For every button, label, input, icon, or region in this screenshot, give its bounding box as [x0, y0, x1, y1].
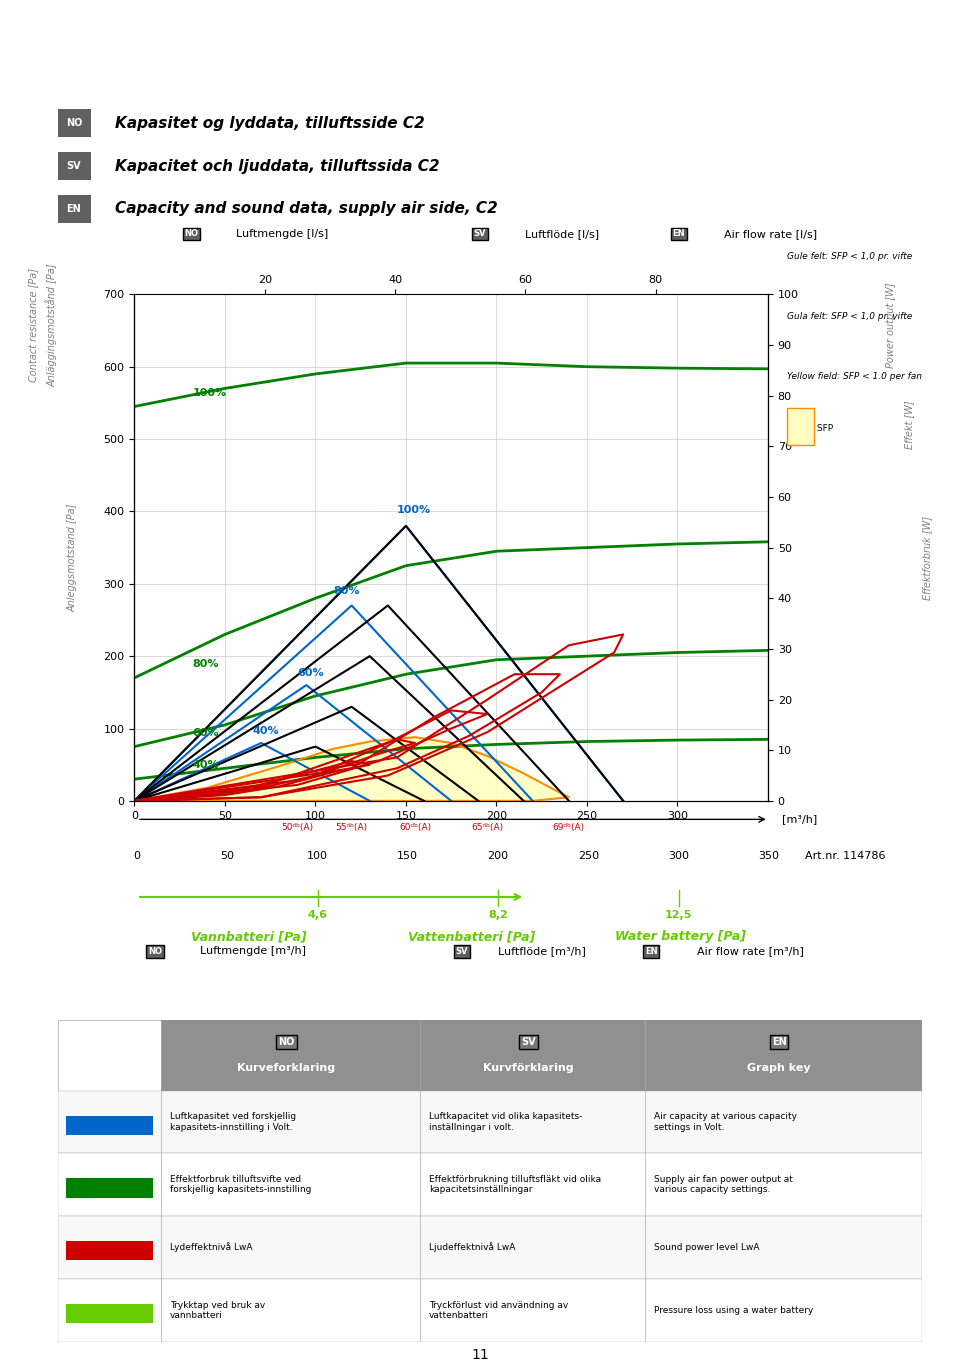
Text: ⊞ FLEXIT: ⊞ FLEXIT	[833, 30, 931, 49]
Text: Effektforbruk tilluftsvifte ved
forskjellig kapasitets-innstilling: Effektforbruk tilluftsvifte ved forskjel…	[170, 1175, 311, 1195]
Text: Air flow rate [m³/h]: Air flow rate [m³/h]	[697, 946, 804, 957]
Bar	[787, 408, 814, 445]
Text: 8,2: 8,2	[489, 910, 508, 920]
Text: 11: 11	[471, 1348, 489, 1362]
Text: SV: SV	[456, 947, 468, 956]
Text: SFP: SFP	[814, 424, 833, 433]
Text: Vannbatteri [Pa]: Vannbatteri [Pa]	[191, 931, 307, 943]
Text: Pressure loss using a water battery: Pressure loss using a water battery	[654, 1306, 813, 1314]
Text: Kapasitet og lyddata, tilluftsside C2: Kapasitet og lyddata, tilluftsside C2	[115, 115, 425, 130]
Text: 40%: 40%	[252, 726, 278, 735]
Text: Water battery [Pa]: Water battery [Pa]	[615, 931, 746, 943]
Text: Effekt [W]: Effekt [W]	[903, 401, 914, 449]
Text: Contact resistance [Pa]: Contact resistance [Pa]	[28, 268, 38, 382]
Text: Anleggsmotstand [Pa]: Anleggsmotstand [Pa]	[67, 504, 77, 612]
Text: Power output [W]: Power output [W]	[885, 283, 896, 368]
Text: 60%: 60%	[192, 728, 219, 738]
Text: Gule felt: SFP < 1,0 pr. vifte: Gule felt: SFP < 1,0 pr. vifte	[787, 252, 912, 261]
Text: Anläggingsmotstånd [Pa]: Anläggingsmotstånd [Pa]	[45, 264, 58, 387]
Bar	[161, 1020, 922, 1091]
Text: Gula felt: SFP < 1,0 pr. vifte: Gula felt: SFP < 1,0 pr. vifte	[787, 312, 912, 322]
Text: 65ᵈᵇ(A): 65ᵈᵇ(A)	[471, 823, 503, 831]
Text: Air flow rate [l/s]: Air flow rate [l/s]	[724, 229, 817, 238]
Bar	[58, 1091, 922, 1154]
Text: Luftmengde [l/s]: Luftmengde [l/s]	[236, 229, 328, 238]
Text: 50: 50	[221, 852, 234, 861]
Text: Luftflöde [m³/h]: Luftflöde [m³/h]	[498, 946, 586, 957]
Text: 60ᵈᵇ(A): 60ᵈᵇ(A)	[399, 823, 431, 831]
Text: 80%: 80%	[192, 658, 219, 669]
Text: 4,6: 4,6	[307, 910, 327, 920]
Text: Luftkapacitet vid olika kapasitets-
inställningar i volt.: Luftkapacitet vid olika kapasitets- inst…	[429, 1113, 583, 1132]
Text: Luftkapasitet ved forskjellig
kapasitets-innstilling i Volt.: Luftkapasitet ved forskjellig kapasitets…	[170, 1113, 296, 1132]
Text: 250: 250	[578, 852, 599, 861]
Bar	[58, 194, 91, 223]
Text: NO: NO	[278, 1038, 295, 1047]
Text: 200: 200	[488, 852, 509, 861]
Text: EN: EN	[672, 230, 684, 238]
Text: Luftflöde [l/s]: Luftflöde [l/s]	[525, 229, 599, 238]
Text: [m³/h]: [m³/h]	[782, 815, 818, 824]
Text: Luftmengde [m³/h]: Luftmengde [m³/h]	[201, 946, 306, 957]
Text: Vattenbatteri [Pa]: Vattenbatteri [Pa]	[408, 931, 535, 943]
Text: Capacity and sound data, supply air side, C2: Capacity and sound data, supply air side…	[115, 201, 498, 216]
Text: NO: NO	[184, 230, 198, 238]
Text: 350: 350	[758, 852, 780, 861]
Bar	[66, 1116, 153, 1135]
Text: 60%: 60%	[298, 668, 324, 678]
Text: SV: SV	[521, 1038, 536, 1047]
Text: Trykktap ved bruk av
vannbatteri: Trykktap ved bruk av vannbatteri	[170, 1301, 265, 1320]
Text: Effektforbruk [W]: Effektforbruk [W]	[922, 516, 932, 600]
Text: 100%: 100%	[396, 505, 431, 515]
Text: 80%: 80%	[333, 586, 360, 596]
Text: Air capacity at various capacity
settings in Volt.: Air capacity at various capacity setting…	[654, 1113, 797, 1132]
Text: 0: 0	[133, 852, 140, 861]
Text: 300: 300	[668, 852, 689, 861]
Text: 69ᵈᵇ(A): 69ᵈᵇ(A)	[553, 823, 585, 831]
Text: Ljudeffektnivå LwA: Ljudeffektnivå LwA	[429, 1243, 516, 1253]
Bar	[58, 110, 91, 137]
Text: 100: 100	[307, 852, 328, 861]
Text: Kapacitet och ljuddata, tilluftssida C2: Kapacitet och ljuddata, tilluftssida C2	[115, 159, 440, 174]
Text: 150: 150	[397, 852, 419, 861]
Bar	[58, 1154, 922, 1216]
Text: 12,5: 12,5	[665, 910, 692, 920]
Text: 100%: 100%	[192, 387, 227, 397]
Text: Effektförbrukning tilluftsfläkt vid olika
kapacitetsinställningar: Effektförbrukning tilluftsfläkt vid olik…	[429, 1175, 601, 1195]
Bar	[58, 152, 91, 181]
Polygon shape	[134, 737, 569, 801]
Text: NO: NO	[148, 947, 162, 956]
Text: Lydeffektnivå LwA: Lydeffektnivå LwA	[170, 1243, 252, 1253]
Text: NO: NO	[65, 118, 83, 129]
Text: Supply air fan power output at
various capacity settings.: Supply air fan power output at various c…	[654, 1175, 793, 1195]
Text: Graph key: Graph key	[747, 1064, 811, 1073]
Bar	[66, 1303, 153, 1322]
Bar	[58, 1216, 922, 1279]
Bar	[66, 1242, 153, 1261]
Text: Tryckförlust vid användning av
vattenbatteri: Tryckförlust vid användning av vattenbat…	[429, 1301, 568, 1320]
Bar	[66, 1179, 153, 1198]
Bar	[58, 1279, 922, 1342]
Text: Yellow field: SFP < 1.0 per fan: Yellow field: SFP < 1.0 per fan	[787, 372, 922, 381]
Text: Art.nr. 114786: Art.nr. 114786	[804, 852, 885, 861]
Text: SV: SV	[66, 162, 82, 171]
Text: 40%: 40%	[192, 760, 219, 771]
Text: Sound power level LwA: Sound power level LwA	[654, 1243, 759, 1253]
Text: Kurvförklaring: Kurvförklaring	[483, 1064, 574, 1073]
Text: 50ᵈᵇ(A): 50ᵈᵇ(A)	[281, 823, 313, 831]
Text: EN: EN	[645, 947, 658, 956]
Text: Kurveforklaring: Kurveforklaring	[237, 1064, 336, 1073]
Text: 55ᵈᵇ(A): 55ᵈᵇ(A)	[336, 823, 368, 831]
Text: SV: SV	[473, 230, 487, 238]
Text: EN: EN	[772, 1038, 786, 1047]
Text: EN: EN	[66, 204, 82, 214]
